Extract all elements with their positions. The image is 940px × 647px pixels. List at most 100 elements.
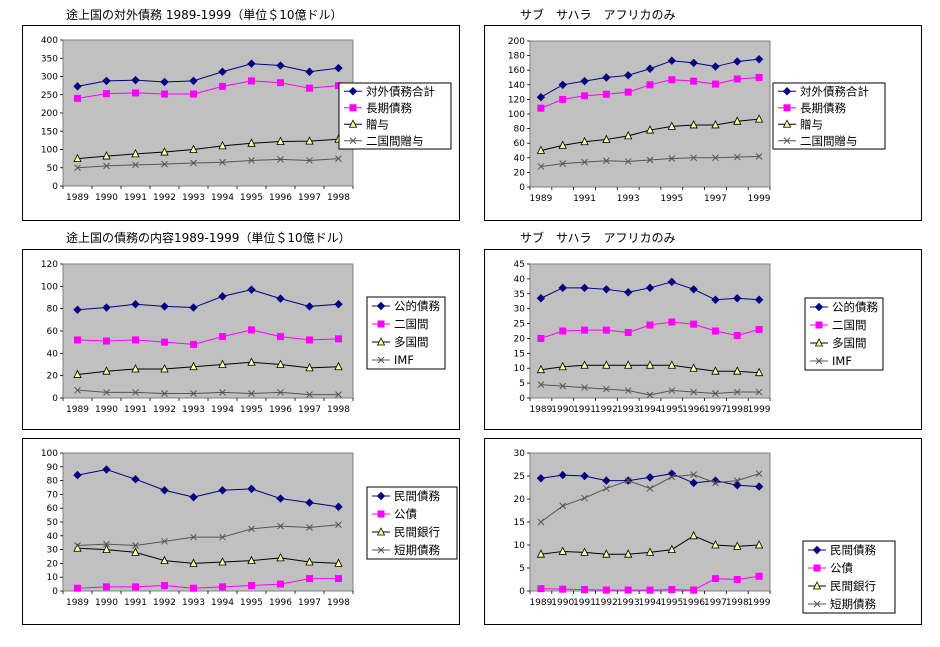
data-point (603, 385, 610, 393)
x-tick-label: 1993 (182, 598, 205, 608)
plot-area (529, 40, 771, 188)
y-tick-label: 160 (508, 66, 525, 76)
data-point (103, 337, 110, 345)
y-tick-label: 100 (41, 146, 58, 156)
data-point (580, 471, 589, 481)
data-point (189, 492, 198, 502)
data-point (306, 391, 313, 399)
y-tick-label: 0 (52, 587, 58, 597)
data-point (733, 366, 742, 375)
chart-title-debt-composition: 途上国の債務の内容1989-1999（単位＄10億ドル） (66, 231, 351, 245)
y-tick-label: 50 (47, 164, 59, 174)
data-point (219, 158, 226, 166)
data-point (247, 138, 256, 147)
series-1 (536, 277, 764, 304)
data-point (218, 557, 227, 566)
data-point (581, 494, 588, 502)
y-tick-label: 20 (514, 168, 526, 178)
series-line (77, 138, 339, 160)
y-tick-label: 0 (52, 182, 58, 192)
data-point (755, 74, 763, 81)
data-point (733, 576, 741, 583)
y-tick-label: 60 (47, 327, 59, 337)
data-point (646, 321, 654, 329)
chart-private-debt: 0 10 20 30 40 50 60 70 80 90 100 1989 1990 1991 1992 19… (41, 449, 458, 608)
panel-ssa-external-debt: 0 20 40 60 80 100 120 140 160 180 200 1989 1991 1993 1… (484, 25, 922, 221)
data-point (160, 555, 169, 565)
data-point (131, 299, 140, 309)
x-tick-label: 1991 (124, 193, 147, 203)
data-point (248, 77, 255, 85)
data-point (189, 76, 198, 86)
data-point (334, 361, 343, 371)
legend-label: 二国間 (394, 317, 429, 331)
data-point (277, 333, 284, 341)
data-point (690, 320, 698, 328)
series-line (77, 63, 339, 87)
data-point (755, 326, 763, 334)
data-point (102, 76, 111, 86)
data-point (645, 547, 655, 556)
data-point (306, 84, 313, 92)
data-point (219, 583, 226, 591)
series-1 (73, 285, 343, 314)
series-line (77, 329, 339, 345)
x-tick-label: 1997 (298, 193, 321, 203)
data-point (602, 476, 611, 485)
data-point (248, 157, 255, 164)
data-point (733, 541, 742, 550)
legend-label: 長期債務 (366, 101, 412, 115)
data-point (603, 485, 610, 492)
panel-ssa-public-debt: 0 5 10 15 20 25 30 35 40 45 1989 1990 1991 1992 1993 19… (484, 249, 922, 430)
data-point (645, 473, 655, 482)
data-point (248, 390, 255, 397)
data-point (103, 90, 110, 98)
legend-box (338, 82, 452, 150)
x-tick-label: 1998 (327, 193, 350, 203)
chart-title-ssa-external-debt: サブ サハラ アフリカのみ (520, 8, 676, 22)
x-tick-label: 1991 (124, 598, 147, 608)
data-point (667, 56, 677, 65)
legend-marker (377, 510, 385, 518)
x-tick-label: 1996 (682, 598, 705, 608)
legend-label: IMF (832, 354, 852, 368)
data-point (690, 154, 697, 162)
data-point (645, 360, 655, 369)
legend-label: 対外債務合計 (800, 84, 869, 98)
data-point (558, 283, 567, 293)
data-point (603, 157, 610, 165)
x-tick-label: 1989 (529, 194, 552, 204)
y-tick-label: 250 (41, 91, 58, 101)
data-point (335, 335, 342, 343)
data-point (73, 369, 82, 378)
data-point (580, 283, 589, 293)
data-point (189, 303, 198, 312)
legend-label: 二国間贈与 (800, 134, 858, 148)
panel-public-debt: 0 20 40 60 80 100 120 1989 1990 1991 1992 1993 1994 1… (22, 249, 460, 430)
data-point (218, 486, 227, 495)
data-point (305, 302, 314, 311)
data-point (305, 67, 314, 76)
data-point (537, 334, 545, 342)
data-point (558, 361, 567, 371)
y-tick-label: 100 (41, 449, 58, 459)
x-tick-label: 1996 (682, 405, 705, 415)
legend-marker (812, 581, 822, 590)
data-point (624, 586, 632, 594)
legend-marker (812, 545, 822, 555)
legend-label: 公債 (394, 507, 417, 521)
x-tick-label: 1995 (240, 193, 263, 203)
y-tick-label: 40 (47, 349, 59, 359)
data-point (189, 361, 198, 371)
x-tick-label: 1989 (66, 598, 89, 608)
data-point (711, 120, 720, 129)
data-point (689, 478, 698, 488)
data-point (102, 303, 111, 312)
data-point (248, 326, 255, 334)
legend-label: IMF (394, 353, 414, 367)
y-tick-label: 20 (514, 495, 526, 505)
data-point (754, 295, 764, 304)
data-point (248, 525, 255, 533)
legend-label: 民間銀行 (394, 525, 440, 539)
